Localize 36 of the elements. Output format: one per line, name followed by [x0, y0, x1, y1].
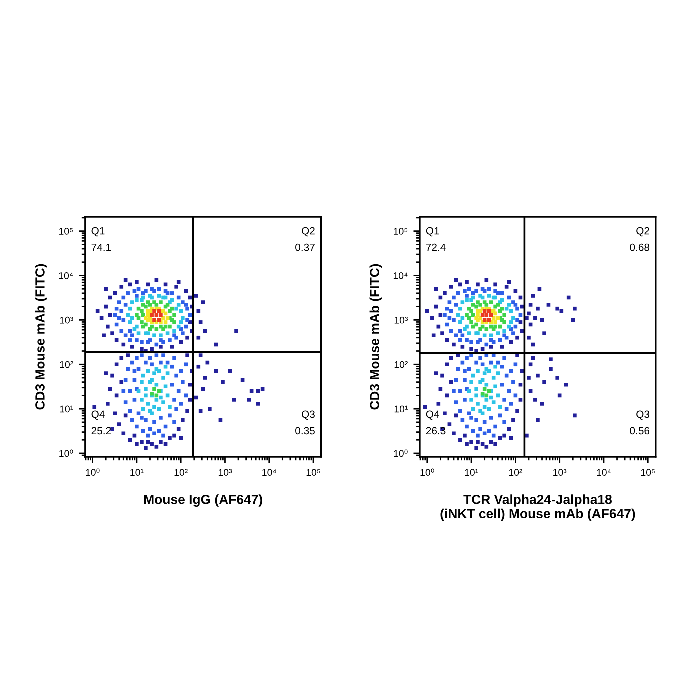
y-tick-label: 10⁰ — [394, 450, 408, 458]
y-tick-label: 10⁴ — [59, 272, 74, 280]
x-tick-label: 10³ — [554, 469, 567, 476]
x-tick-label: 10⁰ — [86, 468, 100, 476]
annotation: Q4 26.3 — [426, 410, 446, 435]
y-tick-label: 10⁵ — [394, 228, 408, 235]
annotation: Q2 0.68 — [630, 227, 650, 252]
x-tick-label: 10² — [509, 469, 523, 476]
x-tick-label: 10³ — [218, 469, 232, 476]
y-tick-label: 10¹ — [394, 406, 408, 413]
y-tick-label: 10³ — [60, 316, 74, 324]
x-tick-label: 10⁵ — [641, 469, 655, 476]
annotation: Q2 0.37 — [296, 227, 315, 252]
y-axis-title: CD3 Mouse mAb (FITC) — [35, 264, 48, 410]
x-tick-label: 10⁵ — [306, 469, 320, 476]
y-axis-title: CD3 Mouse mAb (FITC) — [370, 264, 382, 410]
x-axis-title: Mouse IgG (AF647) — [144, 494, 262, 507]
y-tick-label: 10⁵ — [59, 228, 73, 235]
x-tick-label: 10⁴ — [597, 469, 611, 476]
x-tick-label: 10¹ — [130, 469, 144, 476]
x-tick-label: 10⁴ — [262, 469, 276, 476]
x-tick-label: 10¹ — [465, 469, 478, 476]
annotation: Q3 0.56 — [630, 410, 650, 435]
annotation: Q4 25.2 — [92, 410, 112, 435]
y-tick-label: 10² — [60, 361, 74, 368]
y-tick-label: 10⁰ — [60, 450, 74, 458]
annotation: Q3 0.35 — [296, 410, 315, 435]
annotation: Q1 74.1 — [92, 227, 112, 252]
x-tick-label: 10⁰ — [420, 468, 434, 476]
x-axis-title: TCR Valpha24-Jalpha18 (iNKT cell) Mouse mAb (AF647) — [440, 494, 636, 522]
y-tick-label: 10⁴ — [394, 272, 408, 280]
y-tick-label: 10³ — [394, 316, 408, 324]
x-tick-label: 10² — [174, 469, 188, 476]
y-tick-label: 10² — [394, 361, 408, 368]
y-tick-label: 10¹ — [60, 406, 74, 413]
annotation: Q1 72.4 — [426, 227, 446, 252]
